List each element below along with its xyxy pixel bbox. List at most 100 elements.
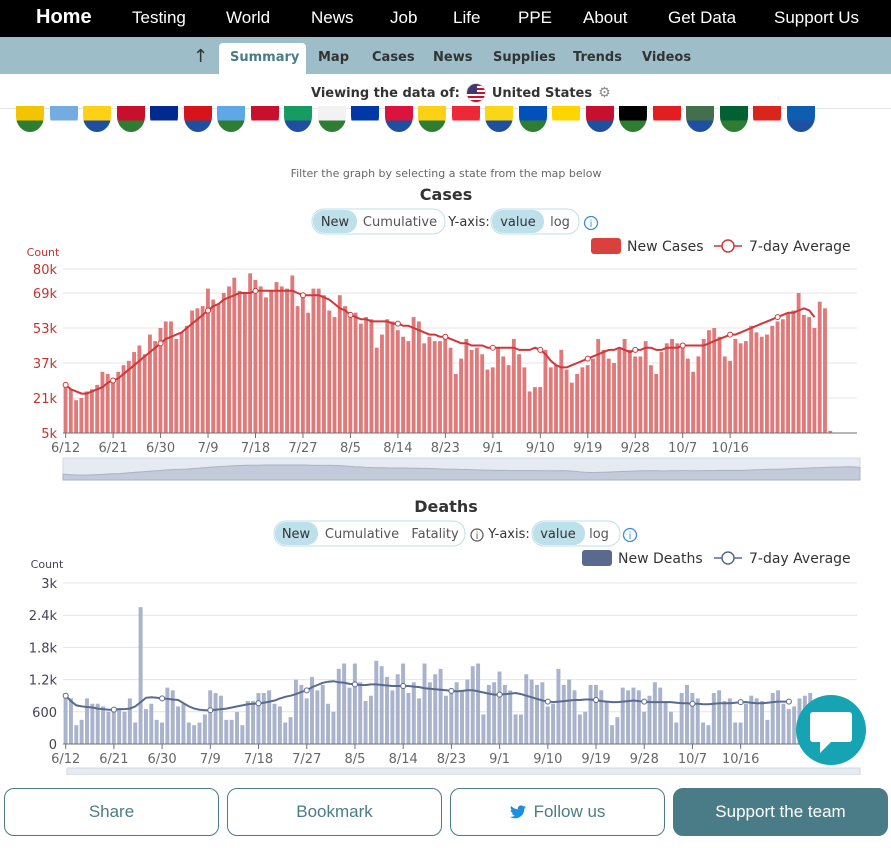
cases-bar[interactable] — [464, 338, 469, 433]
country-flag-6[interactable] — [183, 106, 212, 132]
deaths-range-slider[interactable] — [66, 767, 861, 775]
cases-bar[interactable] — [511, 338, 516, 433]
cases-bar[interactable] — [575, 373, 580, 433]
deaths-bar[interactable] — [438, 668, 443, 744]
cases-bar[interactable] — [743, 341, 748, 433]
deaths-bar[interactable] — [401, 663, 406, 745]
cases-bar[interactable] — [200, 306, 205, 433]
cases-bar[interactable] — [158, 328, 163, 433]
deaths-bar[interactable] — [518, 714, 523, 744]
country-flag-4[interactable] — [116, 106, 145, 132]
cases-bar[interactable] — [770, 325, 775, 433]
cases-bar[interactable] — [685, 358, 690, 433]
cases-bar[interactable] — [147, 334, 152, 433]
deaths-bar[interactable] — [706, 725, 711, 744]
tab-trends[interactable]: Trends — [573, 50, 622, 65]
tab-videos[interactable]: Videos — [642, 50, 692, 65]
deaths-bar[interactable] — [79, 719, 84, 744]
cases-bar[interactable] — [564, 369, 569, 433]
country-flag-5[interactable] — [150, 106, 178, 132]
deaths-bar[interactable] — [556, 668, 561, 744]
deaths-bar[interactable] — [502, 684, 507, 744]
cases-bar[interactable] — [659, 352, 664, 433]
deaths-bar[interactable] — [572, 690, 577, 744]
deaths-bar[interactable] — [202, 714, 207, 744]
cases-bar[interactable] — [295, 306, 300, 433]
deaths-bar[interactable] — [465, 679, 470, 744]
deaths-bar[interactable] — [743, 703, 748, 744]
country-flag-2[interactable] — [49, 106, 78, 132]
deaths-bar[interactable] — [342, 663, 347, 745]
deaths-bar[interactable] — [588, 684, 593, 744]
cases-bar[interactable] — [142, 354, 147, 433]
deaths-bar[interactable] — [310, 676, 314, 744]
cases-bar[interactable] — [749, 325, 754, 433]
up-arrow-icon[interactable]: ↑ — [193, 46, 209, 67]
country-flag-9[interactable] — [284, 106, 312, 132]
cases-bar[interactable] — [527, 391, 532, 433]
cases-bar[interactable] — [480, 354, 485, 433]
cases-bar[interactable] — [759, 336, 764, 433]
deaths-bar[interactable] — [379, 666, 384, 744]
deaths-avg-point[interactable] — [689, 700, 696, 707]
cases-avg-point[interactable] — [537, 346, 544, 353]
deaths-bar[interactable] — [652, 682, 657, 744]
deaths-bar[interactable] — [149, 703, 154, 744]
cases-bar[interactable] — [285, 288, 289, 433]
cases-bar[interactable] — [496, 347, 500, 433]
cases-bar[interactable] — [654, 373, 659, 433]
cases-bar[interactable] — [590, 358, 595, 433]
cases-bar[interactable] — [132, 352, 137, 433]
cases-avg-point[interactable] — [347, 311, 354, 318]
cases-bar[interactable] — [358, 323, 363, 433]
nav-news[interactable]: News — [311, 8, 354, 27]
cases-bar[interactable] — [242, 293, 247, 433]
deaths-avg-point[interactable] — [737, 699, 744, 706]
cases-bar[interactable] — [459, 358, 464, 433]
cases-bar[interactable] — [707, 330, 711, 433]
cases-bar[interactable] — [796, 293, 801, 433]
deaths-bar[interactable] — [626, 690, 631, 744]
deaths-bar[interactable] — [642, 711, 647, 744]
cases-bar[interactable] — [696, 356, 701, 433]
deaths-bar[interactable] — [299, 684, 304, 744]
country-flag-16[interactable] — [518, 106, 547, 132]
deaths-yaxis-value[interactable]: value — [540, 527, 576, 542]
deaths-bar[interactable] — [577, 714, 582, 744]
country-flag-21[interactable] — [686, 106, 714, 132]
cases-bar[interactable] — [680, 343, 685, 433]
cases-avg-point[interactable] — [632, 346, 639, 353]
nav-ppe[interactable]: PPE — [518, 8, 553, 27]
cases-bar[interactable] — [116, 371, 121, 433]
cases-legend-bar-label[interactable]: New Cases — [627, 239, 704, 255]
cases-bar[interactable] — [300, 295, 305, 433]
country-flag-10[interactable] — [317, 106, 346, 132]
cases-bar[interactable] — [559, 349, 564, 433]
deaths-bar[interactable] — [535, 684, 539, 744]
deaths-avg-point[interactable] — [496, 691, 503, 698]
deaths-bar[interactable] — [68, 698, 73, 744]
cases-bar[interactable] — [105, 373, 110, 433]
cases-avg-point[interactable] — [62, 381, 69, 388]
nav-testing[interactable]: Testing — [132, 8, 186, 27]
deaths-bar[interactable] — [647, 695, 652, 744]
deaths-bar[interactable] — [90, 703, 95, 744]
deaths-bar[interactable] — [106, 711, 111, 744]
cases-bar[interactable] — [701, 338, 706, 433]
deaths-bar[interactable] — [454, 682, 459, 744]
deaths-bar[interactable] — [636, 690, 641, 744]
cases-bar[interactable] — [153, 341, 158, 433]
country-flag-23[interactable] — [753, 106, 781, 132]
deaths-bar[interactable] — [368, 695, 373, 744]
deaths-bar[interactable] — [320, 684, 325, 744]
bookmark-button[interactable]: Bookmark — [227, 788, 442, 836]
country-flag-17[interactable] — [552, 106, 580, 132]
deaths-bar[interactable] — [406, 693, 411, 744]
deaths-bar[interactable] — [256, 693, 261, 744]
cases-bar[interactable] — [68, 389, 73, 433]
cases-bar[interactable] — [190, 310, 195, 434]
deaths-bar[interactable] — [679, 693, 684, 744]
cases-avg-point[interactable] — [110, 377, 117, 384]
deaths-bar[interactable] — [668, 711, 673, 744]
cases-bar[interactable] — [606, 358, 611, 433]
